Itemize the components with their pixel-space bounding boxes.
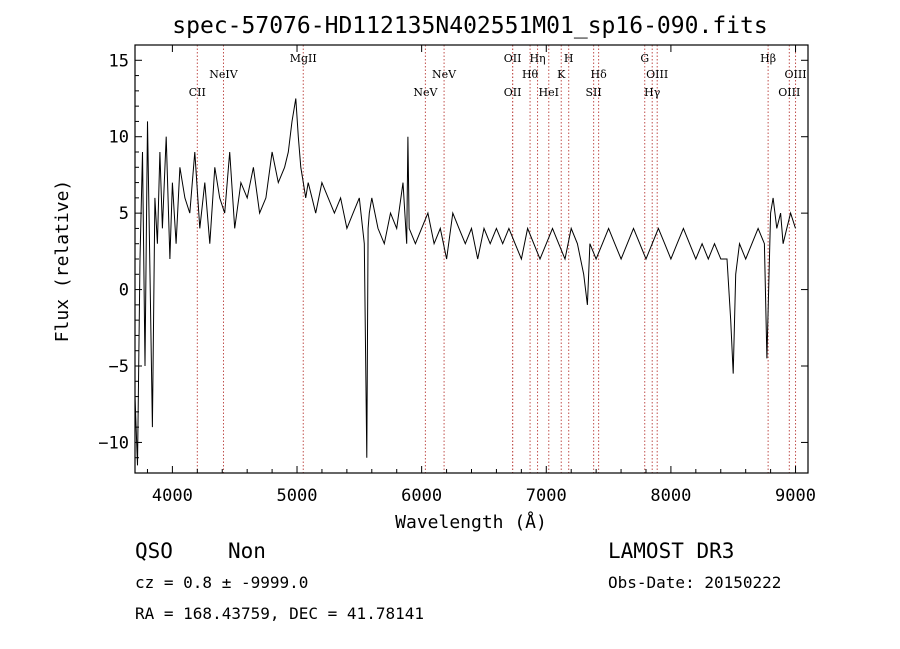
x-tick-label: 4000 [152,486,193,506]
x-tick-label: 8000 [650,486,691,506]
emission-line-label: K [557,68,566,81]
y-tick-label: −5 [109,357,129,377]
spectrum-series-line [134,98,796,466]
emission-line-label: OII [504,52,522,65]
emission-line-label: SII [586,86,602,99]
redshift-value: cz = 0.8 ± -9999.0 [135,573,308,592]
x-tick-label: 7000 [526,486,567,506]
y-axis-ticks: −10 −5 0 5 10 15 [98,44,808,459]
emission-line-label: HeI [539,86,559,99]
x-axis-ticks: 4000 5000 6000 7000 8000 9000 [146,45,816,506]
emission-line-label: Hδ [591,68,608,81]
x-axis-label: Wavelength (Å) [395,511,547,533]
emission-line-label: NeIV [209,68,238,81]
emission-line-label: OIII [785,68,807,81]
object-class: QSO [135,539,173,563]
x-tick-label: 9000 [775,486,816,506]
y-tick-label: 10 [109,128,129,148]
emission-line-label: OIII [646,68,668,81]
y-tick-label: 15 [109,51,129,71]
y-tick-label: −10 [98,433,129,453]
y-tick-label: 0 [119,281,129,301]
emission-line-label: NeV [413,86,438,99]
x-tick-label: 5000 [277,486,318,506]
coordinates: RA = 168.43759, DEC = 41.78141 [135,604,424,623]
emission-line-label: G [640,52,649,65]
survey-name: LAMOST DR3 [608,539,734,563]
chart-title: spec-57076-HD112135N402551M01_sp16-090.f… [172,13,767,39]
emission-line-label: CII [189,86,206,99]
emission-line-label: NeV [432,68,457,81]
x-tick-label: 6000 [401,486,442,506]
emission-line-label: OII [504,86,522,99]
emission-line-label: MgII [290,52,317,65]
emission-line-label: Hγ [644,86,661,99]
emission-line-label: H [564,52,574,65]
plot-frame [134,44,809,474]
y-tick-label: 5 [119,204,129,224]
emission-line-label: OIII [778,86,800,99]
emission-line-markers [196,45,797,473]
emission-line-label: Hθ [522,68,539,81]
object-subclass: Non [228,539,266,563]
emission-line-label: Hβ [760,52,776,65]
y-axis-label: Flux (relative) [52,180,73,343]
observation-date: Obs-Date: 20150222 [608,573,781,592]
emission-line-label: Hη [529,52,545,65]
